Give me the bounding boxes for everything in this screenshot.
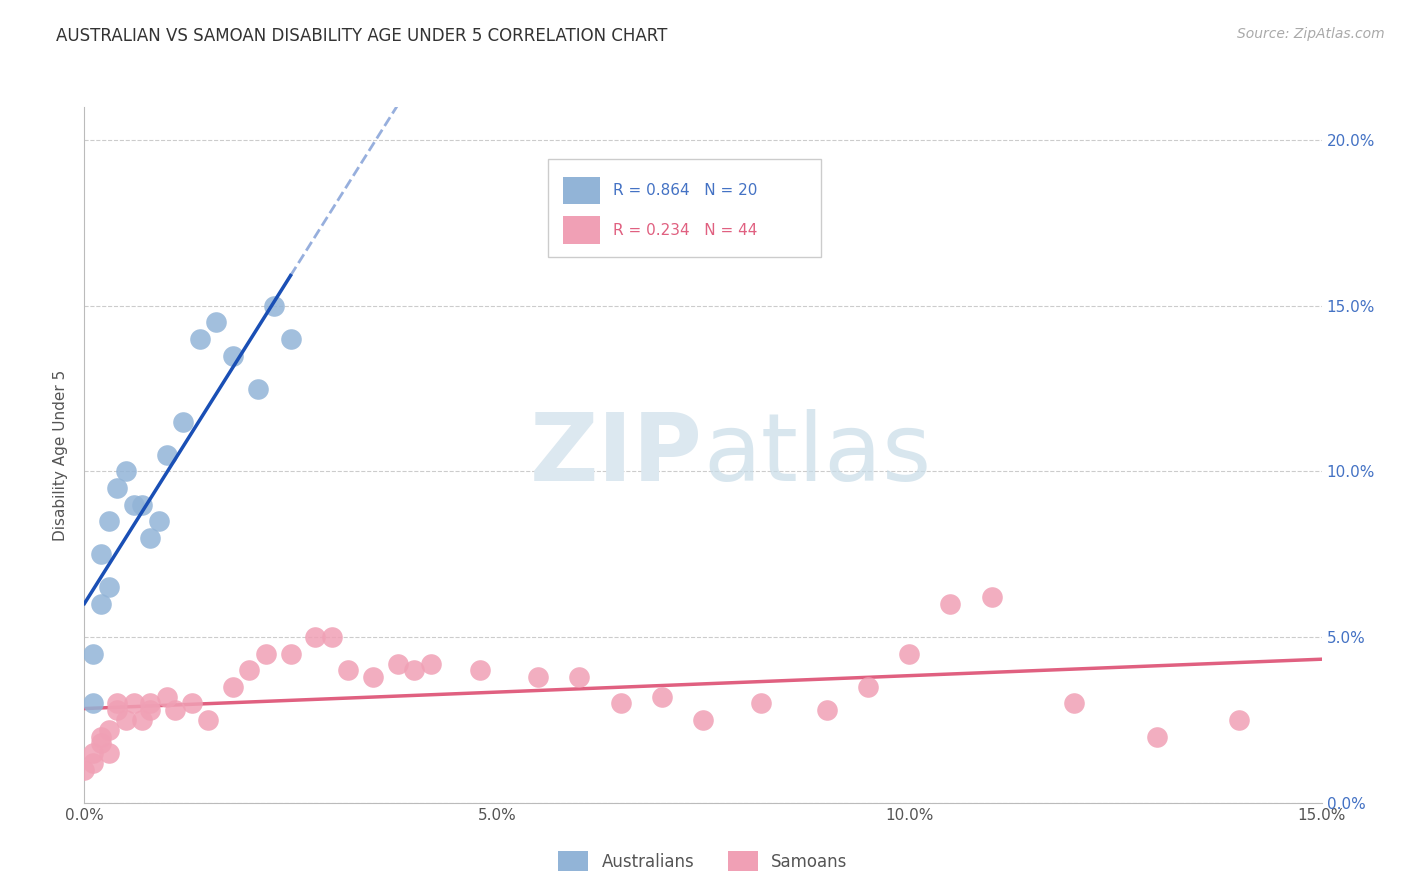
Point [82, 746, 104, 760]
Text: ZIP: ZIP [530, 409, 703, 501]
Text: atlas: atlas [703, 409, 931, 501]
Point [419, 657, 441, 671]
FancyBboxPatch shape [564, 177, 600, 204]
Point [180, 697, 202, 711]
Point [238, 663, 260, 677]
Point [387, 657, 409, 671]
Point [1227, 713, 1250, 727]
Point [105, 697, 128, 711]
Legend: Australians, Samoans: Australians, Samoans [551, 845, 855, 878]
Point [470, 663, 492, 677]
Point [98, 723, 121, 737]
Point [254, 647, 277, 661]
Point [156, 448, 179, 462]
Point [131, 498, 153, 512]
Point [105, 703, 128, 717]
Point [980, 591, 1002, 605]
Point [148, 514, 170, 528]
Point [222, 680, 245, 694]
Point [90, 730, 112, 744]
Point [139, 531, 162, 545]
Point [197, 713, 219, 727]
Point [568, 670, 591, 684]
Point [651, 690, 673, 704]
Point [1146, 730, 1168, 744]
Point [939, 597, 962, 611]
Point [114, 465, 136, 479]
Point [246, 382, 269, 396]
Point [114, 713, 136, 727]
Point [122, 498, 145, 512]
FancyBboxPatch shape [564, 216, 600, 244]
Point [82, 647, 104, 661]
Point [188, 332, 211, 346]
Point [82, 756, 104, 770]
Point [749, 697, 772, 711]
Point [898, 647, 921, 661]
Point [280, 332, 302, 346]
Point [131, 713, 153, 727]
Point [98, 746, 121, 760]
Point [404, 663, 426, 677]
Point [139, 697, 162, 711]
Point [222, 349, 245, 363]
Text: R = 0.864   N = 20: R = 0.864 N = 20 [613, 183, 756, 198]
Point [1063, 697, 1085, 711]
Point [280, 647, 302, 661]
Point [361, 670, 384, 684]
Point [98, 514, 121, 528]
Point [692, 713, 714, 727]
Point [172, 415, 194, 429]
Point [139, 703, 162, 717]
Point [527, 670, 550, 684]
FancyBboxPatch shape [548, 159, 821, 257]
Point [82, 697, 104, 711]
Point [156, 690, 179, 704]
Text: R = 0.234   N = 44: R = 0.234 N = 44 [613, 223, 756, 237]
Point [263, 299, 285, 313]
Point [105, 481, 128, 495]
Y-axis label: Disability Age Under 5: Disability Age Under 5 [53, 369, 69, 541]
Point [122, 697, 145, 711]
Point [337, 663, 360, 677]
Point [815, 703, 838, 717]
Point [609, 697, 631, 711]
Text: Source: ZipAtlas.com: Source: ZipAtlas.com [1237, 27, 1385, 41]
Point [73, 763, 96, 777]
Point [205, 315, 228, 329]
Text: AUSTRALIAN VS SAMOAN DISABILITY AGE UNDER 5 CORRELATION CHART: AUSTRALIAN VS SAMOAN DISABILITY AGE UNDE… [56, 27, 668, 45]
Point [856, 680, 879, 694]
Point [304, 630, 326, 644]
Point [98, 581, 121, 595]
Point [90, 547, 112, 561]
Point [165, 703, 187, 717]
Point [321, 630, 343, 644]
Point [90, 597, 112, 611]
Point [90, 736, 112, 750]
